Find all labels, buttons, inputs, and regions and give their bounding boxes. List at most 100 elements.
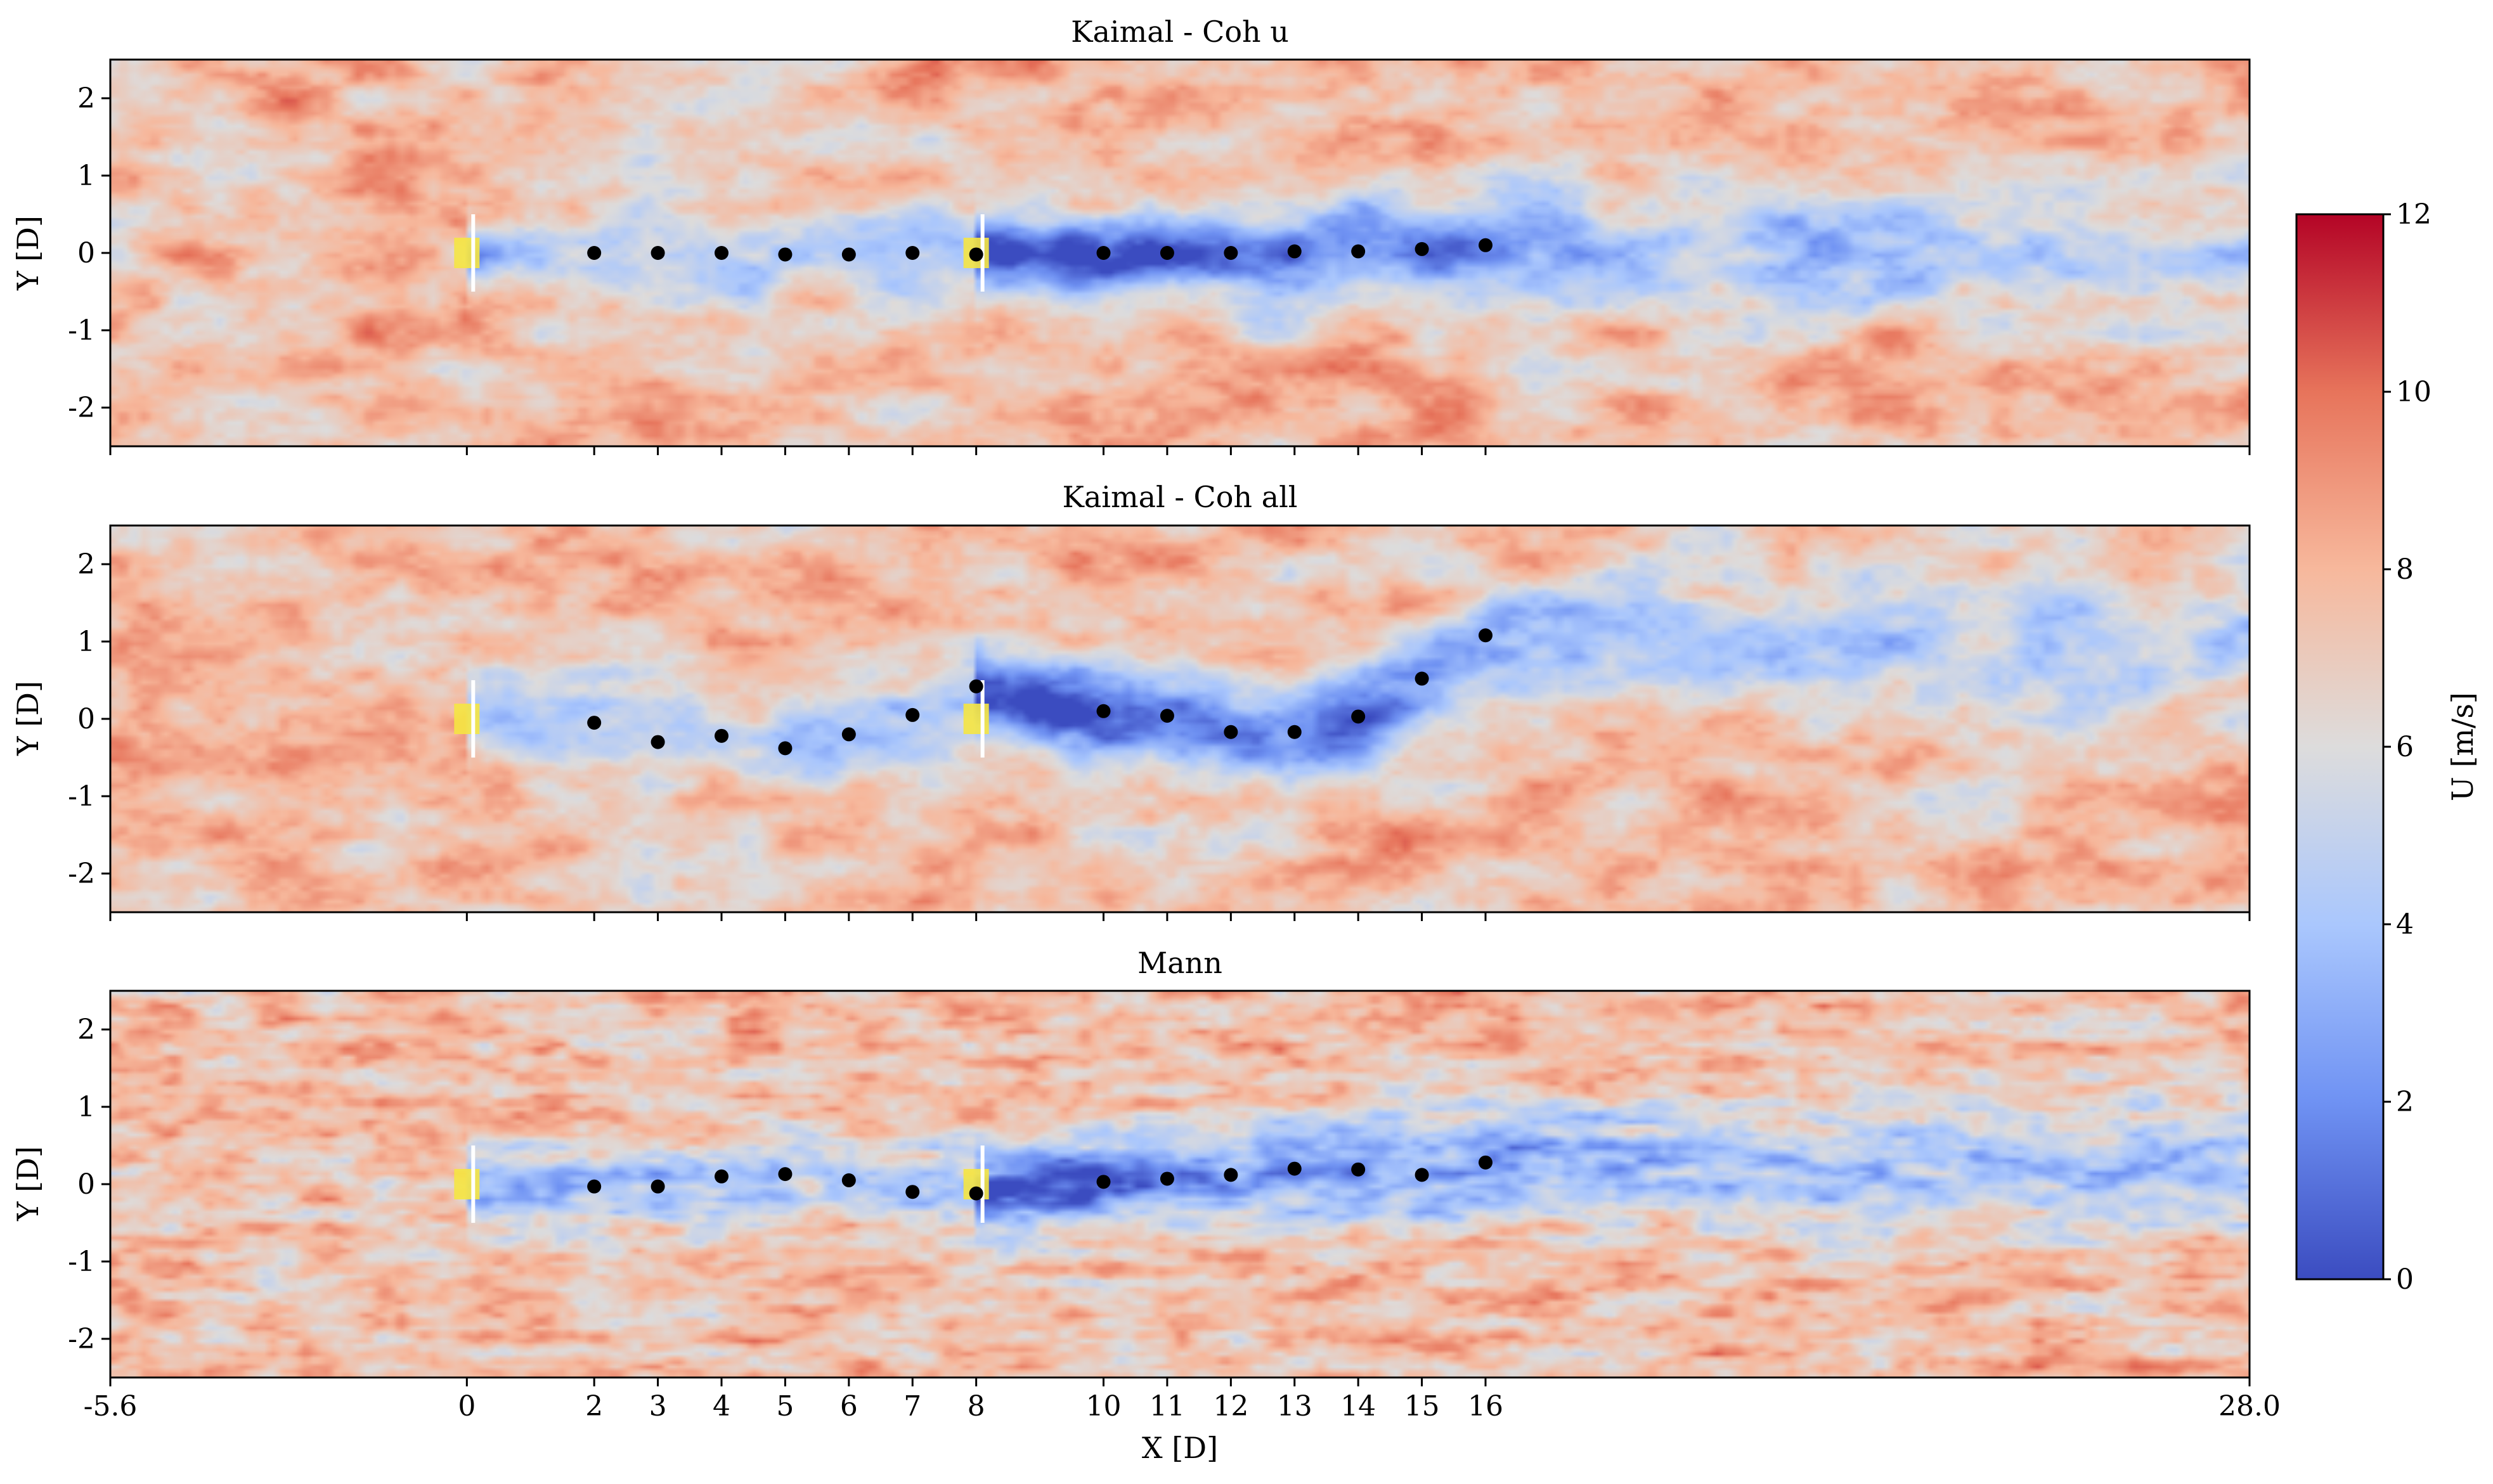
wake-center-point — [1096, 704, 1111, 718]
y-tick-label: -2 — [68, 858, 95, 890]
y-tick-label: -2 — [68, 392, 95, 424]
x-tick-label: 10 — [1086, 1390, 1122, 1423]
wake-center-point — [1224, 725, 1238, 739]
wake-center-point — [1160, 709, 1174, 723]
y-tick-label: 1 — [77, 1091, 95, 1123]
x-axis-label: X [D] — [1142, 1431, 1218, 1465]
x-tick-label: 12 — [1213, 1390, 1248, 1423]
wake-center-point — [715, 246, 728, 260]
panel-title: Kaimal - Coh all — [1062, 480, 1297, 514]
x-tick-label: 16 — [1468, 1390, 1503, 1423]
wake-center-point — [1160, 1171, 1174, 1186]
wake-center-point — [1096, 246, 1111, 260]
velocity-field — [110, 60, 2250, 446]
wake-center-point — [715, 728, 728, 743]
wake-center-point — [1287, 725, 1302, 739]
wake-center-point — [587, 246, 602, 260]
colorbar-tick-label: 6 — [2396, 731, 2414, 763]
x-tick-label: 8 — [968, 1390, 985, 1423]
wake-center-point — [778, 1167, 793, 1182]
colorbar-tick-label: 8 — [2396, 553, 2414, 586]
x-tick-label: 3 — [649, 1390, 667, 1423]
wake-center-point — [1160, 246, 1174, 260]
hub-marker — [454, 1169, 480, 1199]
wake-center-point — [1479, 628, 1493, 643]
y-tick-label: 0 — [77, 237, 95, 269]
wake-center-point — [1351, 1162, 1366, 1177]
panel-kaimal-coh-all: Kaimal - Coh all 2 1 0 -1 -2 — [68, 480, 2251, 921]
x-tick-label: -5.6 — [84, 1390, 138, 1423]
wake-center-point — [1351, 244, 1366, 259]
wake-center-point — [587, 716, 602, 730]
wake-center-point — [969, 679, 983, 694]
wake-center-point — [1287, 244, 1302, 259]
x-tick-label: 13 — [1277, 1390, 1312, 1423]
hub-marker — [454, 238, 480, 268]
colorbar-tick-label: 4 — [2396, 908, 2414, 941]
colorbar-tick-label: 12 — [2396, 198, 2431, 231]
colorbar-label: U [m/s] — [2445, 692, 2480, 801]
wake-center-point — [1479, 238, 1493, 252]
panel-title: Mann — [1137, 946, 1222, 980]
wake-center-point — [969, 1186, 983, 1201]
wake-center-point — [651, 735, 665, 749]
x-tick-label: 6 — [840, 1390, 858, 1423]
y-tick-label: 2 — [77, 1014, 95, 1046]
velocity-field — [110, 526, 2250, 912]
colorbar-tick-label: 10 — [2396, 376, 2431, 408]
colorbar-gradient — [2295, 213, 2385, 1281]
wake-center-point — [651, 1179, 665, 1194]
wake-center-point — [1479, 1155, 1493, 1170]
hub-marker — [963, 704, 989, 734]
y-tick-label: -1 — [68, 314, 95, 347]
y-tick-label: 0 — [77, 703, 95, 735]
panel-mann: Mann 210-1-2-5.6 0 2 3 4 5 6 7 8 10 11 12 13 14 15 16 28… — [68, 946, 2281, 1423]
y-tick-label: 2 — [77, 548, 95, 581]
x-tick-label: 14 — [1340, 1390, 1376, 1423]
wake-center-point — [841, 247, 856, 262]
wake-center-point — [778, 741, 793, 756]
panel-title: Kaimal - Coh u — [1071, 15, 1289, 49]
hub-marker — [454, 704, 480, 734]
wake-center-point — [715, 1169, 728, 1184]
x-tick-label: 11 — [1149, 1390, 1185, 1423]
y-tick-label: -1 — [68, 1246, 95, 1278]
wake-center-point — [1415, 671, 1429, 686]
wake-center-point — [778, 247, 793, 262]
x-tick-label: 28.0 — [2218, 1390, 2281, 1423]
y-axis-label: Y [D] — [11, 216, 45, 291]
colorbar-tick-label: 2 — [2396, 1086, 2414, 1118]
y-axis-label: Y [D] — [11, 681, 45, 756]
x-tick-label: 2 — [585, 1390, 603, 1423]
x-tick-label: 5 — [776, 1390, 794, 1423]
velocity-field — [110, 991, 2250, 1378]
y-tick-label: -2 — [68, 1323, 95, 1355]
y-tick-label: 1 — [77, 626, 95, 658]
wake-center-point — [905, 707, 920, 722]
y-tick-label: 0 — [77, 1168, 95, 1201]
wake-center-point — [1287, 1161, 1302, 1176]
wake-center-point — [1351, 709, 1366, 724]
colorbar-tick-label: 0 — [2396, 1263, 2414, 1296]
y-axis-label: Y [D] — [11, 1146, 45, 1222]
wake-center-point — [841, 1173, 856, 1187]
y-tick-label: 1 — [77, 160, 95, 192]
wake-center-point — [905, 1185, 920, 1199]
x-tick-label: 4 — [713, 1390, 730, 1423]
wake-center-point — [841, 727, 856, 742]
wake-center-point — [905, 246, 920, 260]
wake-center-point — [969, 247, 983, 262]
x-tick-label: 7 — [903, 1390, 921, 1423]
y-tick-label: -1 — [68, 780, 95, 813]
x-tick-label: 15 — [1404, 1390, 1440, 1423]
wake-center-point — [587, 1179, 602, 1194]
wake-center-point — [1224, 246, 1238, 260]
wake-center-point — [1415, 242, 1429, 256]
wake-center-point — [1224, 1168, 1238, 1182]
x-tick-label: 0 — [458, 1390, 476, 1423]
wake-center-point — [1415, 1168, 1429, 1182]
wake-center-point — [651, 246, 665, 260]
y-tick-label: 2 — [77, 82, 95, 115]
panel-kaimal-coh-u: Kaimal - Coh u 2 1 0 -1 -2 — [68, 15, 2251, 455]
